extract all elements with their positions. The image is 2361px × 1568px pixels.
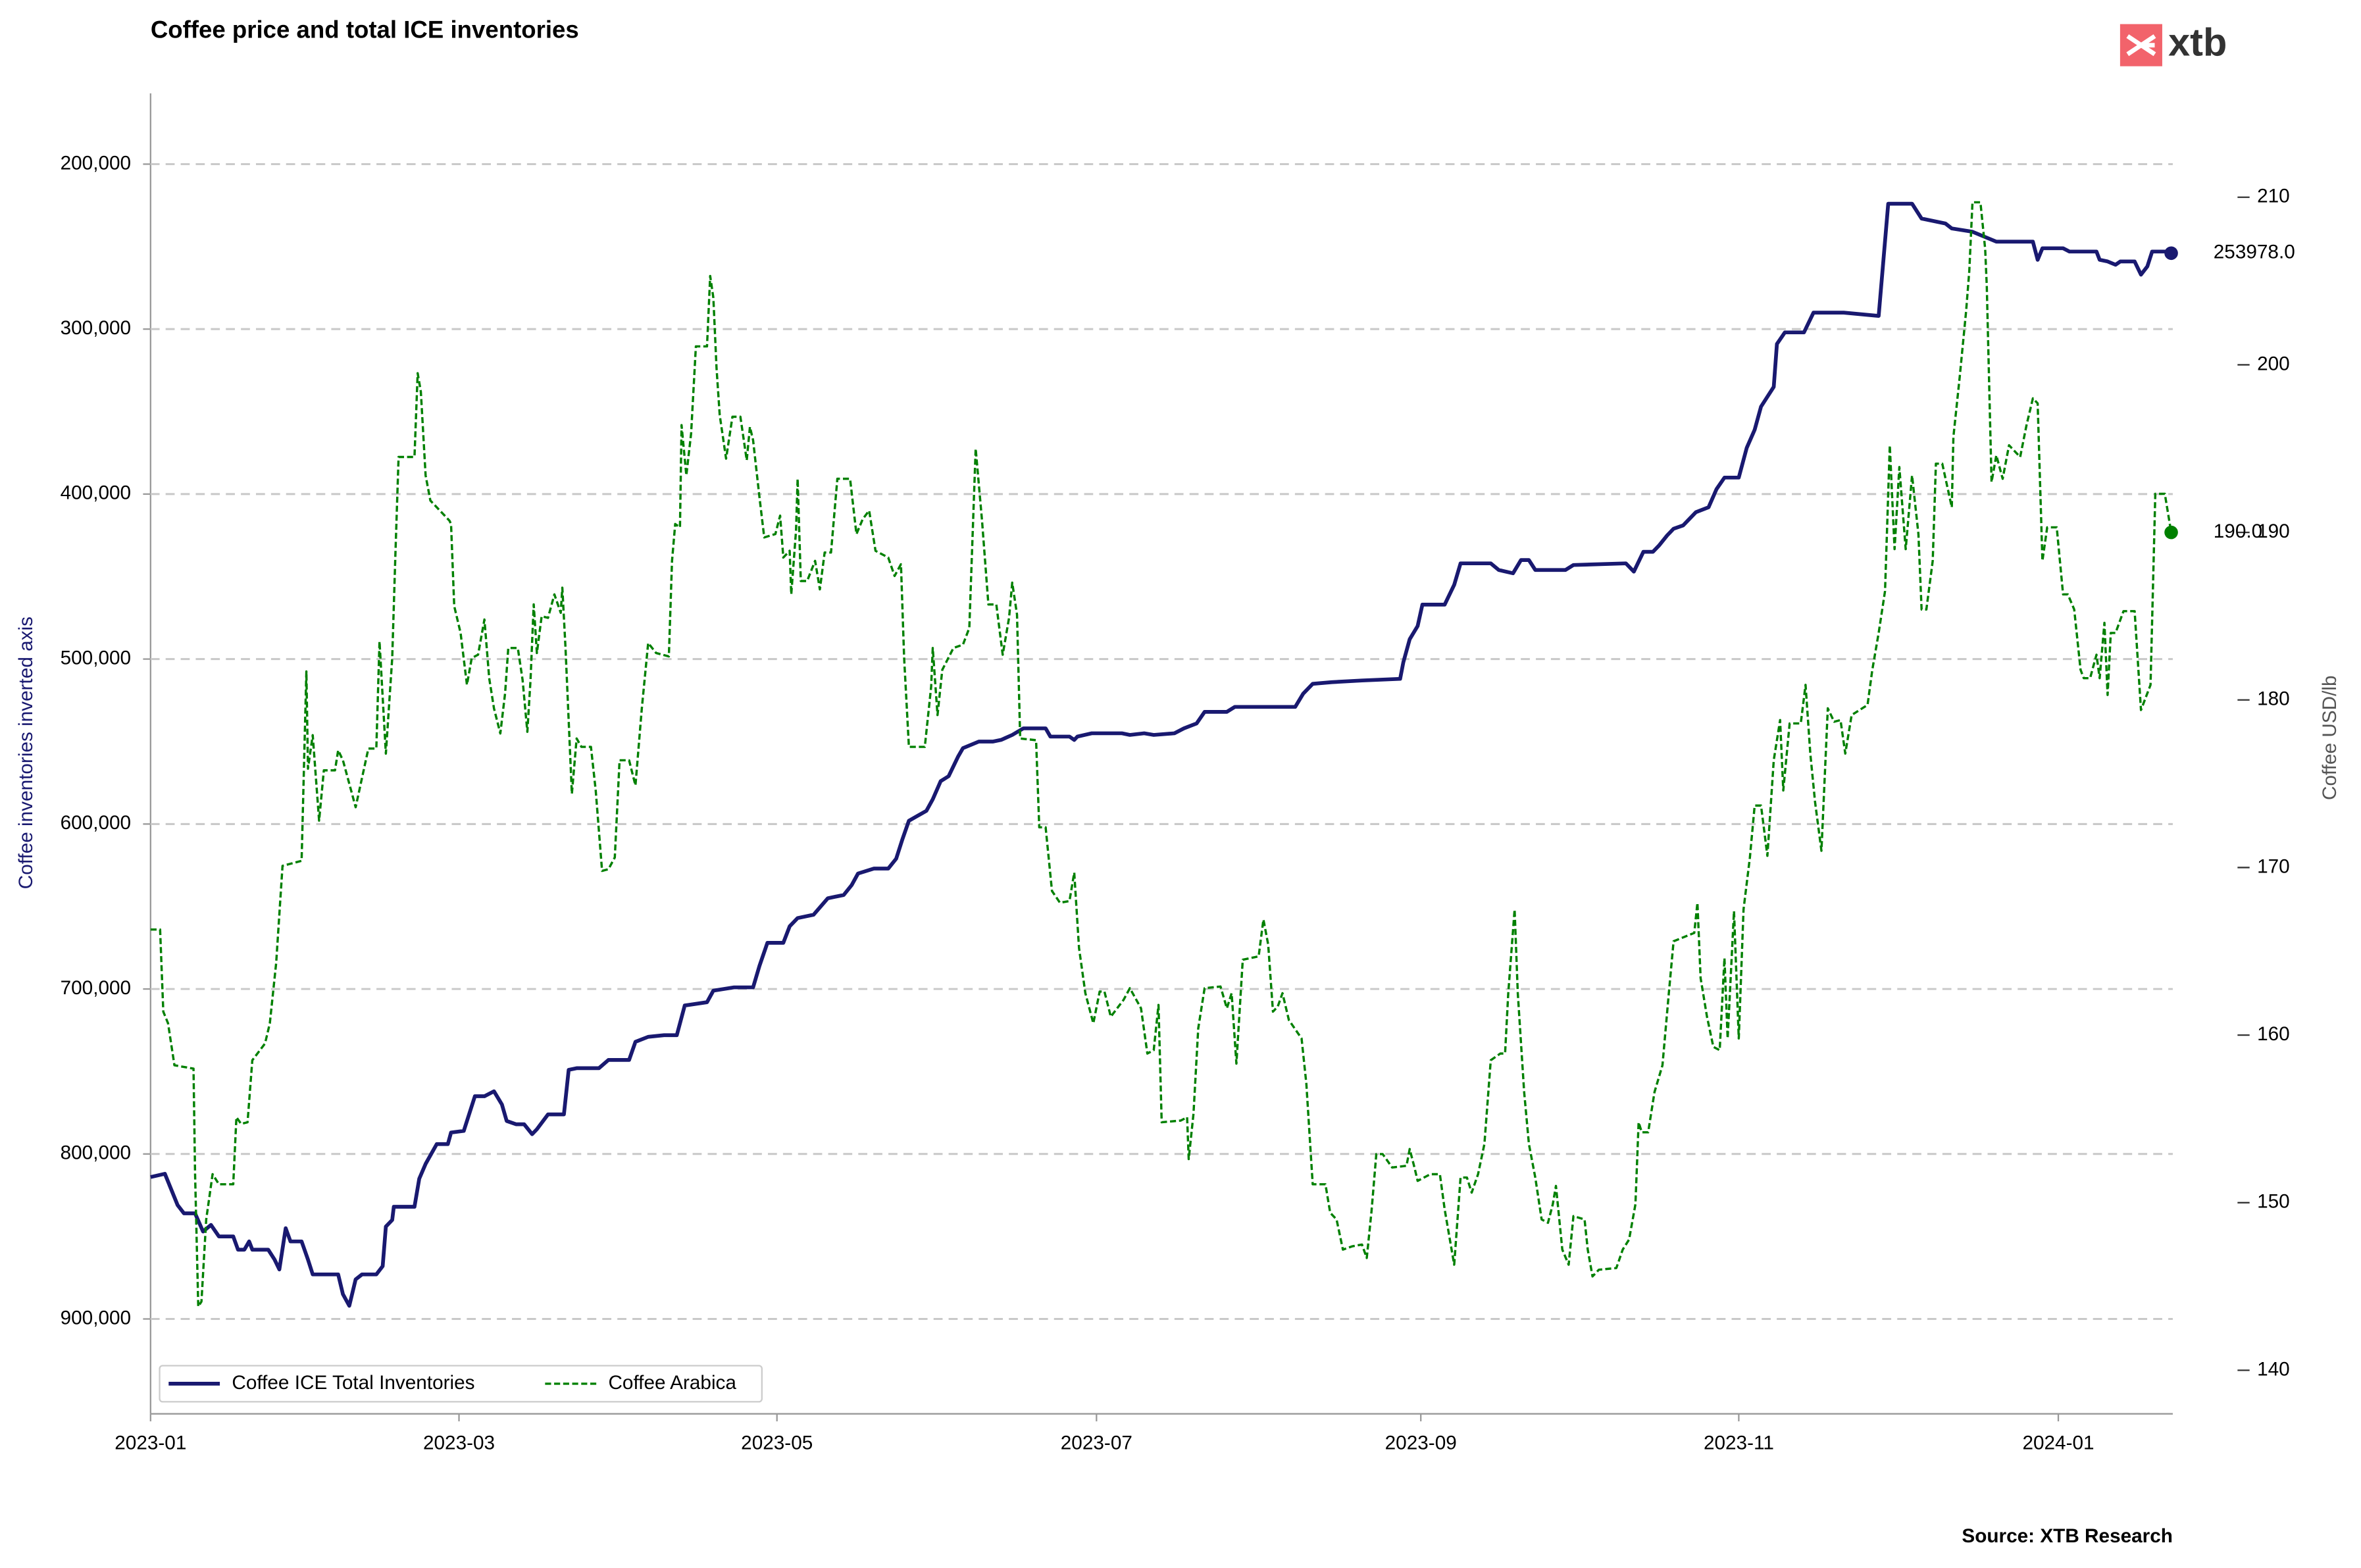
source: Source: XTB Research bbox=[1962, 1525, 2173, 1547]
legend: Coffee ICE Total Inventories Coffee Arabi… bbox=[159, 1365, 763, 1403]
legend-label: Coffee ICE Total Inventories bbox=[232, 1372, 474, 1394]
legend-box bbox=[159, 1365, 763, 1403]
y-tick-label: 400,000 bbox=[61, 482, 131, 504]
legend-label: Coffee Arabica bbox=[608, 1372, 736, 1394]
chart-title: Coffee price and total ICE inventories bbox=[151, 16, 579, 43]
series-line bbox=[150, 201, 2172, 1308]
end-marker bbox=[2164, 525, 2178, 540]
y-axis-label: Coffee inventories inverted axis bbox=[15, 617, 37, 889]
y2-tick-label: 210 bbox=[2257, 186, 2290, 207]
y2-tick-label: 180 bbox=[2257, 688, 2290, 710]
y-tick-label: 500,000 bbox=[61, 647, 131, 669]
y2-tick-label: 160 bbox=[2257, 1023, 2290, 1045]
series-line bbox=[150, 201, 2173, 1308]
x-tick-label: 2023-01 bbox=[114, 1432, 186, 1454]
x-tick-label: 2023-11 bbox=[1704, 1432, 1774, 1454]
y2-tick-label: 150 bbox=[2257, 1191, 2290, 1213]
x-tick-label: 2024-01 bbox=[2022, 1432, 2094, 1454]
y2-tick-label: 200 bbox=[2257, 353, 2290, 374]
x-tick-label: 2023-09 bbox=[1385, 1432, 1457, 1454]
y-tick-label: 700,000 bbox=[61, 977, 131, 999]
y-tick-label: 900,000 bbox=[61, 1307, 131, 1328]
x-tick-label: 2023-07 bbox=[1061, 1432, 1132, 1454]
y2-tick-label: 190 bbox=[2257, 520, 2290, 542]
y2-axis-label: Coffee USD/lb bbox=[2319, 675, 2341, 800]
y-tick-label: 200,000 bbox=[61, 152, 131, 174]
y-tick-label: 600,000 bbox=[61, 812, 131, 834]
x-tick-label: 2023-03 bbox=[423, 1432, 495, 1454]
end-label: 253978.0 bbox=[2214, 241, 2295, 263]
y2-tick-label: 140 bbox=[2257, 1358, 2290, 1380]
y-tick-label: 800,000 bbox=[61, 1142, 131, 1164]
end-marker bbox=[2164, 246, 2178, 261]
logo-text: xtb bbox=[2168, 20, 2227, 64]
y2-tick-label: 170 bbox=[2257, 855, 2290, 877]
end-label: 190.0 bbox=[2214, 520, 2262, 542]
x-tick-label: 2023-05 bbox=[741, 1432, 813, 1454]
logo: xtb bbox=[2120, 20, 2227, 66]
y-tick-label: 300,000 bbox=[61, 317, 131, 339]
